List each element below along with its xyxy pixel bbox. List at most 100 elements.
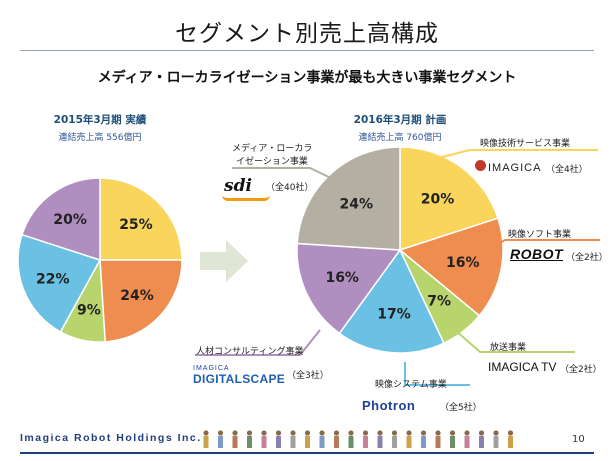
person-head [232, 430, 238, 436]
person-head [464, 430, 470, 436]
person-head [391, 430, 398, 436]
digitalscape-logo: DIGITALSCAPE [193, 372, 286, 386]
imagica-digitalscape-logo-top: IMAGICA [193, 365, 230, 372]
photron-logo: Photron [362, 398, 416, 413]
pie-2016-slice-0 [399, 146, 499, 252]
person-body [276, 436, 281, 448]
pie-2015-slice-3-label: 22% [36, 272, 70, 288]
pie-2015-slice-4-label: 20% [53, 212, 87, 228]
label-jinzai: 人材コンサルティング事業 [196, 347, 304, 357]
person-head [478, 430, 485, 436]
pie-2015-slice-1 [99, 259, 183, 343]
person-body [493, 436, 499, 448]
person-head [261, 430, 267, 436]
person-head [420, 430, 427, 436]
count-eizo-soft: （全2社） [566, 253, 608, 263]
pie-2016-slice-1 [398, 217, 504, 317]
person-head [217, 430, 224, 436]
pie-2016-slice-3 [338, 248, 445, 354]
pie-2015-slice-4 [21, 177, 101, 262]
person-body [290, 436, 296, 448]
pie-2016-slice-4 [296, 242, 402, 335]
pie-2016-title: 2016年3月期 計画 [353, 114, 447, 126]
count-jinzai: （全3社） [287, 371, 329, 381]
person-body [464, 436, 470, 448]
pie-chart-2016: 20% 16% 7% 17% 16% 24% [296, 146, 504, 354]
person-head [304, 430, 311, 436]
label-eizo-gijutsu: 映像技術サービス事業 [480, 139, 571, 149]
pie-chart-2015: 25% 24% 9% 22% 20% [17, 177, 183, 343]
footer-divider [20, 452, 594, 454]
person-head [493, 430, 499, 436]
pie-2015-slice-3 [17, 233, 102, 333]
count-eizo-system: （全5社） [440, 403, 482, 413]
pie-2015-slice-1-label: 24% [120, 288, 154, 304]
person-body [203, 436, 209, 448]
person-body [319, 436, 325, 448]
person-body [508, 436, 513, 448]
right-arrow [200, 240, 248, 282]
person-body [406, 436, 412, 448]
person-body [247, 436, 252, 448]
label-media-line1: メディア・ローカラ [232, 144, 313, 154]
person-body [232, 436, 238, 448]
pie-2016-subtitle: 連結売上高 760億円 [358, 133, 442, 143]
pie-2016-slice-2-label: 7% [427, 293, 451, 309]
imagica-tv-logo: IMAGICA TV [488, 360, 557, 374]
person-body [450, 436, 455, 448]
person-head [319, 430, 325, 436]
pie-2015-subtitle: 連結売上高 556億円 [58, 133, 142, 143]
person-body [334, 436, 339, 448]
person-head [507, 430, 514, 436]
person-body [421, 436, 426, 448]
pie-2016-slice-0-label: 20% [421, 191, 455, 207]
imagica-logo-mark [475, 160, 486, 171]
robot-logo: ROBOT [510, 246, 564, 262]
title-divider [20, 50, 594, 51]
count-hoso: （全2社） [560, 365, 602, 375]
pie-2015-slice-2-label: 9% [77, 303, 101, 319]
person-body [377, 436, 383, 448]
slide-subtitle: メディア・ローカライゼーション事業が最も大きい事業セグメント [97, 70, 517, 86]
person-head [246, 430, 253, 436]
pie-2016-slice-5 [296, 146, 401, 251]
person-body [435, 436, 441, 448]
slide-title: セグメント別売上高構成 [175, 21, 439, 47]
person-head [333, 430, 340, 436]
pie-2016-slice-5-label: 24% [340, 196, 374, 212]
pie-2015-title: 2015年3月期 実績 [53, 114, 147, 126]
leader-lines [195, 149, 600, 386]
person-body [261, 436, 267, 448]
sdi-logo: sdi [224, 176, 252, 196]
person-body [392, 436, 397, 448]
person-head [449, 430, 456, 436]
person-body [305, 436, 310, 448]
person-body [348, 436, 354, 448]
pie-2016-slice-4-label: 16% [325, 270, 359, 286]
label-eizo-system: 映像システム事業 [375, 380, 447, 390]
count-eizo-gijutsu: （全4社） [546, 165, 588, 175]
pie-2016-slice-3-label: 17% [377, 307, 411, 323]
person-body [218, 436, 223, 448]
label-media-line2: イゼーション事業 [236, 157, 308, 167]
pie-2016-slice-1-label: 16% [446, 255, 480, 271]
page-number: 10 [572, 434, 585, 445]
person-head [377, 430, 383, 436]
imagica-logo: IMAGICA [488, 162, 542, 174]
person-head [275, 430, 282, 436]
person-head [203, 430, 209, 436]
pie-2015-slice-0-label: 25% [119, 217, 153, 233]
person-head [435, 430, 441, 436]
person-head [362, 430, 369, 436]
footer-company-name: Imagica Robot Holdings Inc. [20, 432, 202, 444]
sdi-logo-swoosh [222, 195, 270, 201]
person-body [479, 436, 484, 448]
person-body [363, 436, 368, 448]
label-hoso: 放送事業 [490, 343, 527, 353]
person-head [406, 430, 412, 436]
count-media: （全40社） [266, 183, 314, 193]
label-eizo-soft: 映像ソフト事業 [508, 230, 572, 240]
person-head [290, 430, 296, 436]
person-head [348, 430, 354, 436]
